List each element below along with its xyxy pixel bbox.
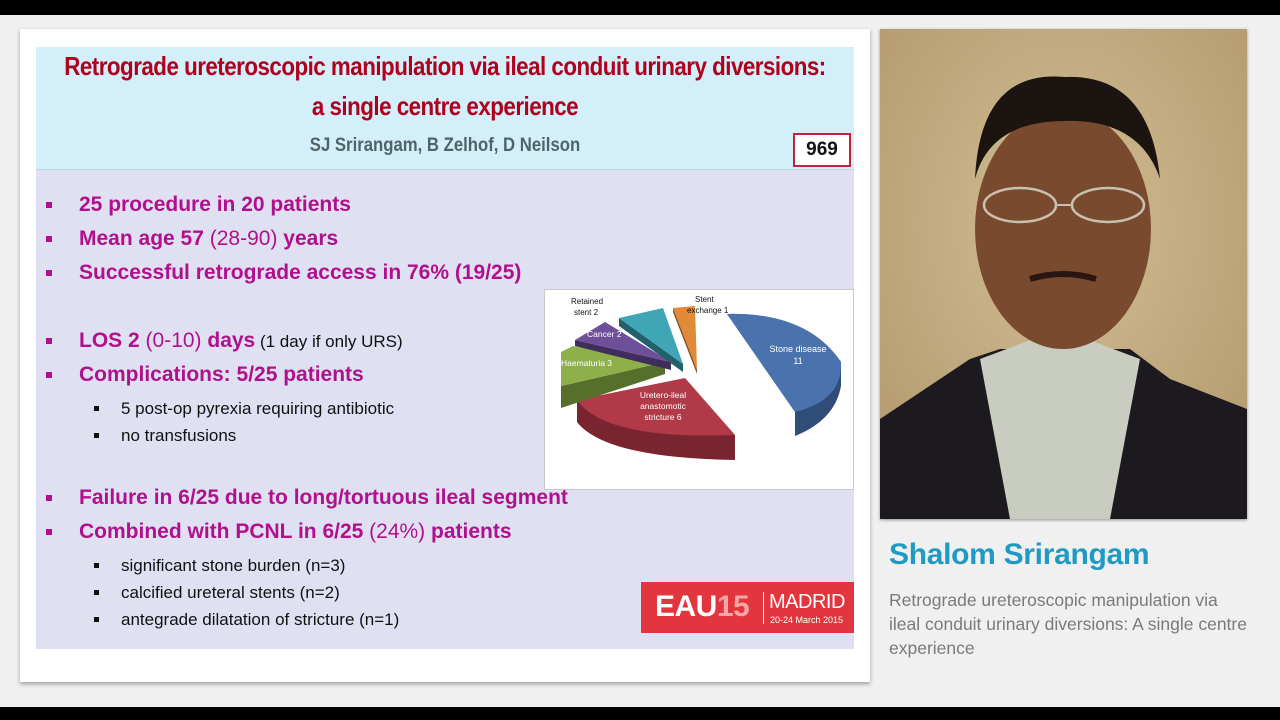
slice-label-stricture: Uretero-ileal	[640, 390, 686, 400]
slice-label-retained-stent: Retained	[571, 297, 603, 306]
speaker-video-photo	[880, 29, 1247, 519]
bullet-square-icon	[46, 372, 52, 378]
bullet-square-icon	[46, 495, 52, 501]
bullet-square-icon	[94, 563, 99, 568]
slide-panel: Retrograde ureteroscopic manipulation vi…	[20, 29, 870, 682]
svg-text:11: 11	[793, 356, 802, 366]
bullet-square-icon	[94, 406, 99, 411]
bullet-square-icon	[46, 338, 52, 344]
slide-header: Retrograde ureteroscopic manipulation vi…	[36, 47, 854, 170]
bullet-square-icon	[94, 590, 99, 595]
bullet-square-icon	[46, 529, 52, 535]
pie-chart: Stone disease 11 Uretero-ileal anastomot…	[544, 289, 854, 490]
presentation-slide: Retrograde ureteroscopic manipulation vi…	[36, 47, 854, 649]
bullet-square-icon	[46, 236, 52, 242]
slide-authors: SJ Srirangam, B Zelhof, D Neilson	[309, 135, 581, 156]
bullet-square-icon	[94, 433, 99, 438]
svg-text:stent 2: stent 2	[574, 308, 599, 317]
talk-title: Retrograde ureteroscopic manipulation vi…	[889, 590, 1247, 658]
slice-label-haematuria: Haematuria 3	[561, 358, 612, 368]
bullet-square-icon	[46, 202, 52, 208]
bullet-square-icon	[94, 617, 99, 622]
svg-text:stricture 6: stricture 6	[644, 412, 682, 422]
video-player-stage: Retrograde ureteroscopic manipulation vi…	[0, 15, 1280, 707]
slice-label-stent-exchange: Stent	[695, 295, 714, 304]
slide-title-line2: a single centre experience	[311, 91, 579, 121]
eau15-madrid-logo: EAU15 MADRID 20-24 March 2015	[641, 582, 854, 633]
bullet-square-icon	[46, 270, 52, 276]
speaker-name: Shalom Srirangam	[889, 538, 1150, 571]
svg-text:exchange 1: exchange 1	[687, 306, 729, 315]
slide-title-line1: Retrograde ureteroscopic manipulation vi…	[64, 51, 826, 81]
slice-label-stone-disease: Stone disease	[769, 344, 826, 354]
abstract-number-badge: 969	[793, 133, 851, 167]
svg-text:anastomotic: anastomotic	[640, 401, 687, 411]
slice-label-cancer: Cancer 2	[587, 329, 622, 339]
